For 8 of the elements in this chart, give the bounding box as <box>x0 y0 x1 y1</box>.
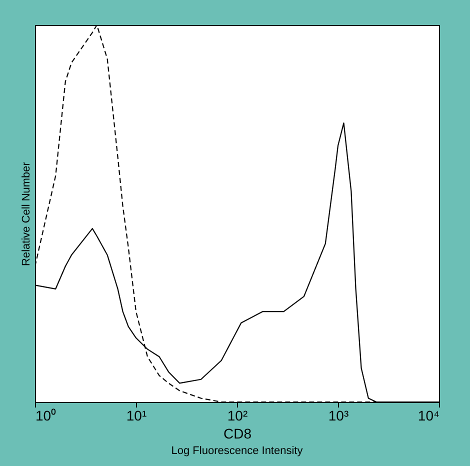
x-tick-label: 10³ <box>328 408 349 424</box>
x-tick-label: 10⁴ <box>418 408 440 424</box>
x-tick-label: 10² <box>227 408 248 424</box>
x-tick-label: 10⁰ <box>36 408 56 424</box>
text: Log Fluorescence Intensity <box>171 445 304 457</box>
x-tick-label: 10¹ <box>126 408 147 424</box>
y-axis-title: Relative Cell Number <box>20 162 32 266</box>
x-axis-title: CD8 <box>223 426 252 442</box>
